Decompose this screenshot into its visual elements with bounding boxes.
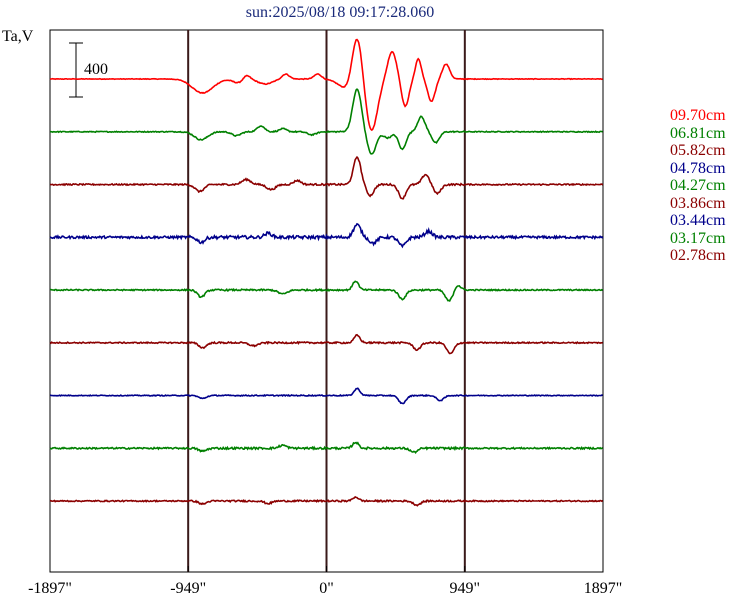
series-line-03-44cm	[50, 387, 603, 405]
series-line-04-78cm	[49, 222, 604, 249]
series-line-03-17cm	[49, 441, 604, 455]
legend-entry: 03.44cm	[670, 212, 726, 229]
y-axis-label: Ta,V	[2, 28, 34, 45]
legend-entry: 03.17cm	[670, 229, 726, 247]
legend-entry: 03.86cm	[670, 194, 726, 212]
legend-entry: 09.70cm	[670, 107, 726, 124]
series-line-06-81cm	[50, 88, 603, 155]
x-tick-label: -949"	[170, 580, 207, 597]
chart-title: sun:2025/08/18 09:17:28.060	[245, 4, 435, 21]
series-line-02-78cm	[49, 495, 604, 507]
legend-entry: 04.78cm	[670, 159, 726, 177]
series-line-05-82cm	[50, 155, 604, 200]
scale-bar	[69, 42, 83, 98]
legend-entry: 02.78cm	[670, 247, 726, 264]
series-line-03-86cm	[49, 333, 604, 355]
series-line-09-70cm	[49, 38, 603, 132]
series-line-04-27cm	[50, 280, 604, 302]
x-tick-label: 1897"	[583, 580, 623, 597]
legend-entry: 06.81cm	[670, 124, 726, 142]
x-tick-label: 949"	[449, 580, 481, 597]
scale-bar-label: 400	[84, 61, 108, 78]
x-tick-label: -1897"	[28, 580, 72, 597]
legend-entry: 05.82cm	[670, 142, 726, 159]
legend: 09.70cm 06.81cm 05.82cm 04.78cm 04.27cm 03.86…	[670, 107, 726, 265]
x-tick-label: 0"	[319, 580, 334, 597]
legend-entry: 04.27cm	[670, 177, 726, 194]
